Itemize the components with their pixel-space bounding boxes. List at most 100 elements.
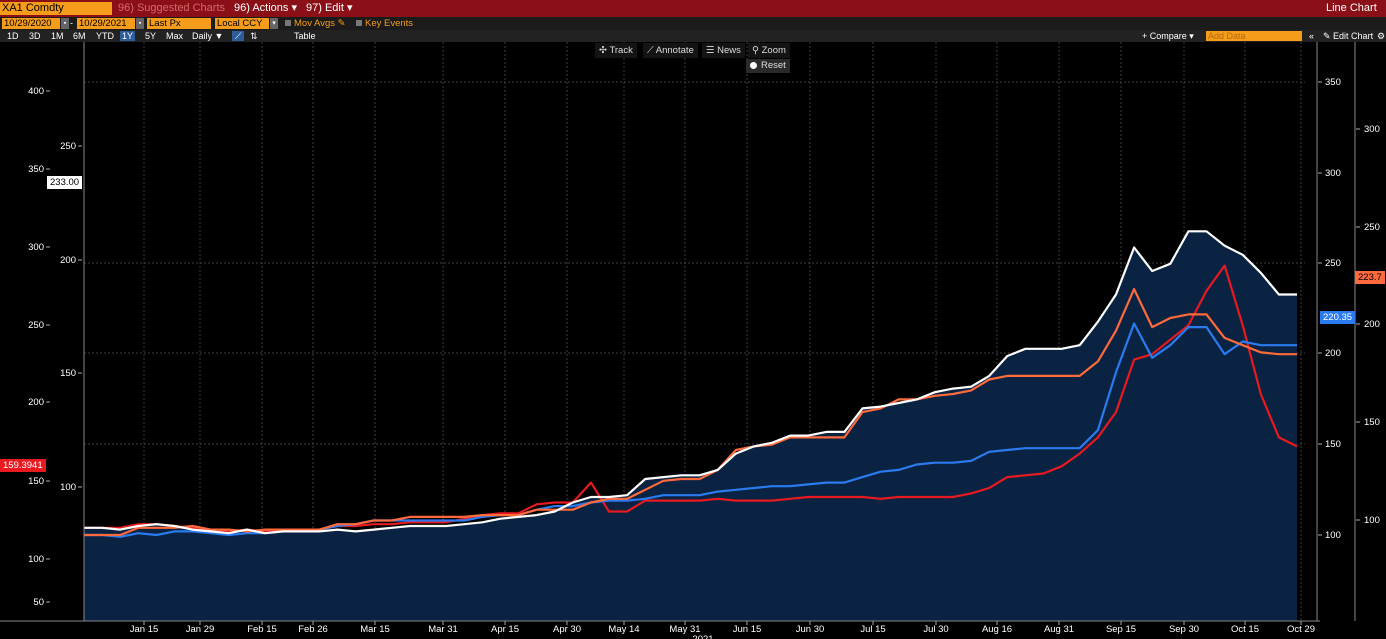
- right-outer-tick-label: 100: [1364, 515, 1380, 526]
- suggested-charts-menu[interactable]: 96) Suggested Charts: [118, 2, 226, 14]
- x-tick-label: Jun 15: [733, 624, 762, 635]
- left-inner-tick-label: 150: [60, 368, 76, 379]
- x-tick-label: Jan 15: [130, 624, 159, 635]
- x-tick-label: Oct 15: [1231, 624, 1259, 635]
- settings-icon[interactable]: ⚙: [1377, 31, 1386, 41]
- mov-avgs-toggle[interactable]: Mov Avgs ✎: [285, 18, 346, 29]
- left-inner-tick-label: 200: [60, 255, 76, 266]
- left-outer-tick-label: 300: [28, 242, 44, 253]
- edit-chart-button[interactable]: ✎ Edit Chart: [1323, 31, 1374, 41]
- range-1y[interactable]: 1Y: [120, 31, 136, 41]
- range-6m[interactable]: 6M: [73, 31, 86, 41]
- frequency-label: Daily: [192, 31, 213, 41]
- right-outer-tick-label: 150: [1364, 417, 1380, 428]
- compare-button[interactable]: + Compare ▾: [1142, 31, 1194, 41]
- x-tick-label: Oct 29: [1287, 624, 1315, 635]
- x-tick-label: Jan 29: [186, 624, 215, 635]
- blue-last-value-tag: 220.35: [1320, 311, 1356, 324]
- news-button[interactable]: ☰ News: [702, 43, 745, 58]
- checkbox-icon: [356, 20, 362, 27]
- range-row: [0, 30, 1386, 42]
- range-ytd[interactable]: YTD: [96, 31, 114, 41]
- left-outer-tick-label: 50: [33, 597, 44, 608]
- range-3d[interactable]: 3D: [29, 31, 41, 41]
- range-5y[interactable]: 5Y: [145, 31, 157, 41]
- compare-label: + Compare: [1142, 31, 1187, 41]
- white-last-value-tag: 233.00: [47, 176, 83, 189]
- orange-last-value-tag: 223.7: [1355, 271, 1385, 284]
- add-data-input[interactable]: Add Data: [1206, 31, 1302, 41]
- x-tick-label: Apr 30: [553, 624, 581, 635]
- collapse-icon[interactable]: «: [1309, 31, 1315, 41]
- frequency-select[interactable]: Daily ▼: [192, 31, 224, 41]
- ticker-field[interactable]: XA1 Comdty: [0, 2, 112, 15]
- end-date-field[interactable]: 10/29/2021: [77, 18, 135, 29]
- start-date-field[interactable]: 10/29/2020: [2, 18, 60, 29]
- right-outer-tick-label: 300: [1364, 124, 1380, 135]
- orange-series-line: [84, 288, 1297, 537]
- track-label: Track: [609, 45, 633, 56]
- key-events-toggle[interactable]: Key Events: [356, 18, 413, 29]
- x-tick-label: Aug 31: [1044, 624, 1074, 635]
- left-inner-tick-label: 100: [60, 482, 76, 493]
- annotate-button[interactable]: ⟋ Annotate: [643, 43, 698, 58]
- range-max[interactable]: Max: [166, 31, 184, 41]
- currency-dropdown-icon[interactable]: ▾: [270, 18, 278, 29]
- left-inner-tick-label: 250: [60, 141, 76, 152]
- zoom-button[interactable]: ⚲ Zoom: [748, 43, 790, 58]
- reset-label: Reset: [761, 60, 786, 71]
- x-tick-label: Jul 15: [860, 624, 885, 635]
- reset-button[interactable]: Reset: [746, 59, 790, 73]
- left-outer-tick-label: 100: [28, 554, 44, 565]
- x-tick-label: May 14: [608, 624, 639, 635]
- start-date-calendar-icon[interactable]: ▪: [61, 18, 69, 29]
- x-tick-label: Sep 15: [1106, 624, 1136, 635]
- actions-menu[interactable]: 96) Actions ▾: [234, 2, 297, 14]
- zoom-label: Zoom: [761, 45, 786, 56]
- checkbox-icon: [285, 20, 291, 27]
- range-1d[interactable]: 1D: [7, 31, 19, 41]
- currency-select[interactable]: Local CCY: [215, 18, 269, 29]
- x-year-label: 2021: [692, 634, 713, 639]
- x-tick-label: Sep 30: [1169, 624, 1199, 635]
- top-toolbar: [0, 0, 1386, 17]
- right-inner-tick-label: 150: [1325, 439, 1341, 450]
- x-tick-label: Mar 15: [360, 624, 390, 635]
- mov-avgs-label: Mov Avgs: [294, 18, 336, 29]
- edit-chart-label: Edit Chart: [1333, 31, 1374, 41]
- white-series-line: [84, 230, 1297, 535]
- edit-menu[interactable]: 97) Edit ▾: [306, 2, 353, 14]
- right-inner-tick-label: 300: [1325, 168, 1341, 179]
- chart-axes: Jan 15 Jan 29 Feb 15 Feb 26 Mar 15 Mar 31 Apr …: [0, 42, 1380, 639]
- right-inner-tick-label: 350: [1325, 77, 1341, 88]
- line-style-icon[interactable]: ⟋: [232, 31, 245, 41]
- end-date-calendar-icon[interactable]: ▪: [136, 18, 144, 29]
- white-series-area: [84, 231, 1297, 622]
- left-outer-tick-label: 400: [28, 86, 44, 97]
- x-tick-label: Jul 30: [923, 624, 948, 635]
- annotate-label: Annotate: [655, 45, 694, 56]
- actions-label: 96) Actions: [234, 2, 289, 14]
- x-tick-label: Jun 30: [796, 624, 825, 635]
- right-inner-tick-label: 250: [1325, 258, 1341, 269]
- left-outer-tick-label: 150: [28, 476, 44, 487]
- right-outer-tick-label: 200: [1364, 319, 1380, 330]
- date-separator: -: [70, 18, 73, 28]
- chart-type-label[interactable]: Line Chart: [1326, 2, 1377, 14]
- news-label: News: [717, 45, 741, 56]
- range-1m[interactable]: 1M: [51, 31, 64, 41]
- x-tick-label: Aug 16: [982, 624, 1012, 635]
- edit-label: 97) Edit: [306, 2, 344, 14]
- chart-type-icon[interactable]: ⇅: [250, 31, 258, 41]
- left-outer-tick-label: 350: [28, 164, 44, 175]
- right-inner-tick-label: 100: [1325, 530, 1341, 541]
- price-field-select[interactable]: Last Px: [147, 18, 211, 29]
- x-tick-label: Feb 15: [247, 624, 277, 635]
- left-outer-tick-label: 250: [28, 320, 44, 331]
- right-outer-tick-label: 250: [1364, 222, 1380, 233]
- table-button[interactable]: Table: [294, 31, 316, 41]
- track-button[interactable]: ✣ Track: [595, 43, 637, 58]
- left-outer-tick-label: 200: [28, 397, 44, 408]
- reset-icon: [750, 61, 757, 69]
